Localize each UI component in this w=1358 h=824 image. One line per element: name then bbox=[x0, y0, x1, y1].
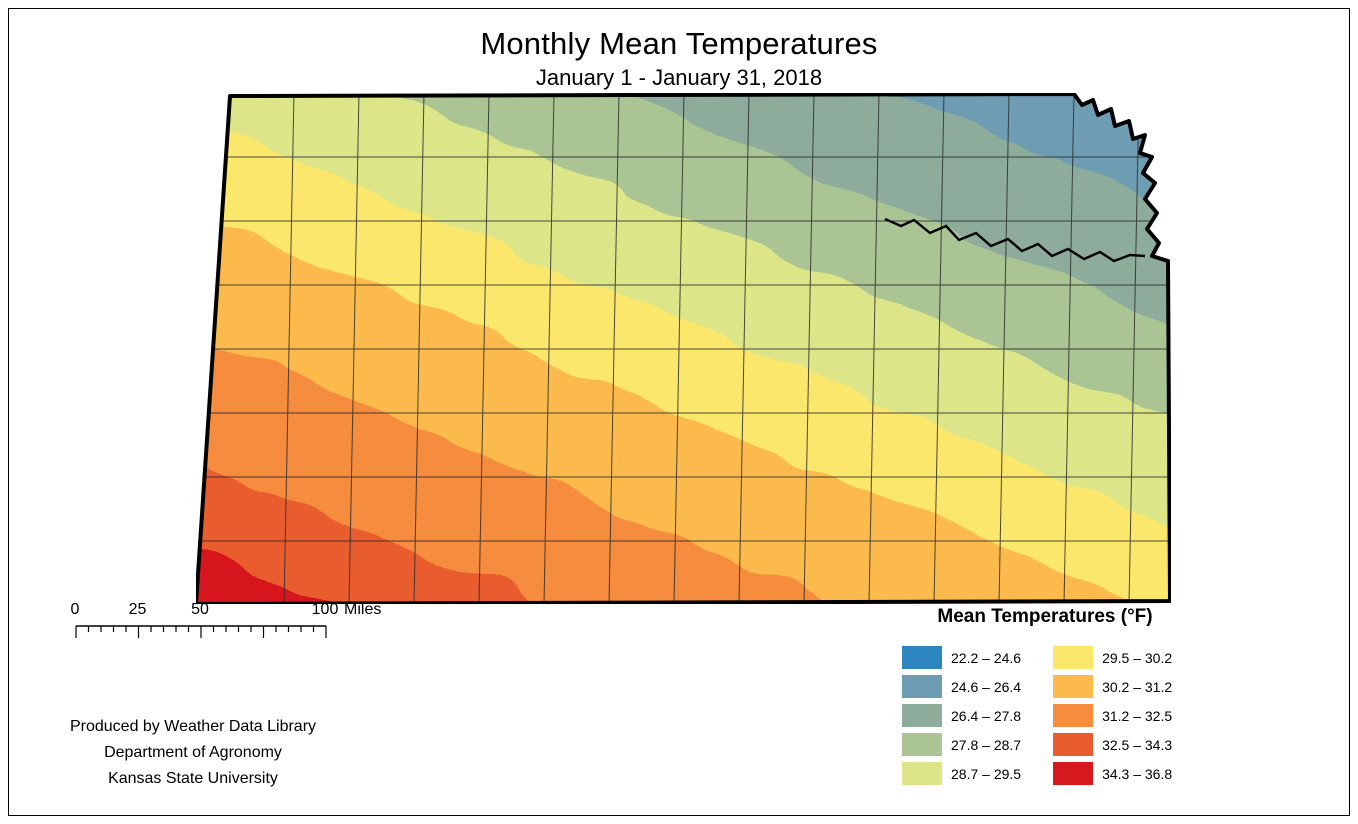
credit-line: Produced by Weather Data Library bbox=[69, 718, 317, 735]
kansas-map-svg bbox=[196, 93, 1171, 604]
legend: Mean Temperatures (°F) 22.2 – 24.6 24.6 –… bbox=[890, 606, 1200, 791]
legend-item: 28.7 – 29.5 bbox=[902, 762, 1021, 785]
scalebar-ruler bbox=[75, 625, 327, 638]
legend-column: 22.2 – 24.6 24.6 – 26.4 26.4 – 27.8 27.8 – … bbox=[902, 646, 1021, 791]
legend-columns: 22.2 – 24.6 24.6 – 26.4 26.4 – 27.8 27.8 – … bbox=[890, 646, 1200, 791]
legend-label: 30.2 – 31.2 bbox=[1102, 678, 1173, 695]
legend-label: 31.2 – 32.5 bbox=[1102, 707, 1173, 724]
state-outline bbox=[196, 93, 1171, 604]
legend-item: 30.2 – 31.2 bbox=[1053, 675, 1172, 698]
legend-item: 22.2 – 24.6 bbox=[902, 646, 1021, 669]
map-subtitle: January 1 - January 31, 2018 bbox=[535, 65, 823, 90]
legend-swatch bbox=[902, 646, 942, 669]
map-title: Monthly Mean Temperatures bbox=[480, 26, 878, 61]
legend-swatch bbox=[902, 704, 942, 727]
kansas-temperature-map bbox=[196, 93, 1171, 604]
legend-swatch bbox=[1053, 733, 1094, 756]
scalebar-label-50: 50 bbox=[191, 601, 209, 618]
legend-label: 29.5 – 30.2 bbox=[1102, 649, 1173, 666]
legend-swatch bbox=[1053, 704, 1094, 727]
legend-item: 34.3 – 36.8 bbox=[1053, 762, 1172, 785]
legend-label: 26.4 – 27.8 bbox=[951, 707, 1022, 724]
scalebar: 0 25 50 100 Miles bbox=[60, 601, 420, 653]
legend-item: 27.8 – 28.7 bbox=[902, 733, 1021, 756]
legend-item: 29.5 – 30.2 bbox=[1053, 646, 1172, 669]
legend-item: 26.4 – 27.8 bbox=[902, 704, 1021, 727]
legend-item: 32.5 – 34.3 bbox=[1053, 733, 1172, 756]
legend-swatch bbox=[1053, 762, 1094, 785]
credits-block: Produced by Weather Data Library Departm… bbox=[28, 714, 358, 792]
legend-swatch bbox=[902, 762, 942, 785]
legend-swatch bbox=[902, 733, 942, 756]
legend-item: 24.6 – 26.4 bbox=[902, 675, 1021, 698]
credit-line: Department of Agronomy bbox=[104, 744, 282, 761]
kansas-river-line bbox=[884, 217, 1146, 263]
legend-title: Mean Temperatures (°F) bbox=[937, 606, 1153, 627]
legend-label: 28.7 – 29.5 bbox=[951, 765, 1022, 782]
scalebar-label-25: 25 bbox=[128, 601, 147, 618]
legend-label: 24.6 – 26.4 bbox=[951, 678, 1022, 695]
legend-label: 27.8 – 28.7 bbox=[951, 736, 1022, 753]
page-border-frame bbox=[8, 8, 1350, 816]
legend-column: 29.5 – 30.2 30.2 – 31.2 31.2 – 32.5 32.5 – … bbox=[1053, 646, 1172, 791]
legend-swatch bbox=[1053, 646, 1094, 669]
credit-line: Kansas State University bbox=[108, 770, 278, 787]
legend-label: 32.5 – 34.3 bbox=[1102, 736, 1173, 753]
legend-label: 34.3 – 36.8 bbox=[1102, 765, 1173, 782]
scalebar-label-0: 0 bbox=[70, 601, 80, 618]
legend-swatch bbox=[1053, 675, 1094, 698]
county-boundaries bbox=[196, 94, 1170, 604]
scalebar-label-100: 100 bbox=[311, 601, 339, 618]
scalebar-unit: Miles bbox=[344, 601, 382, 618]
legend-swatch bbox=[902, 675, 942, 698]
legend-label: 22.2 – 24.6 bbox=[951, 649, 1022, 666]
legend-item: 31.2 – 32.5 bbox=[1053, 704, 1172, 727]
